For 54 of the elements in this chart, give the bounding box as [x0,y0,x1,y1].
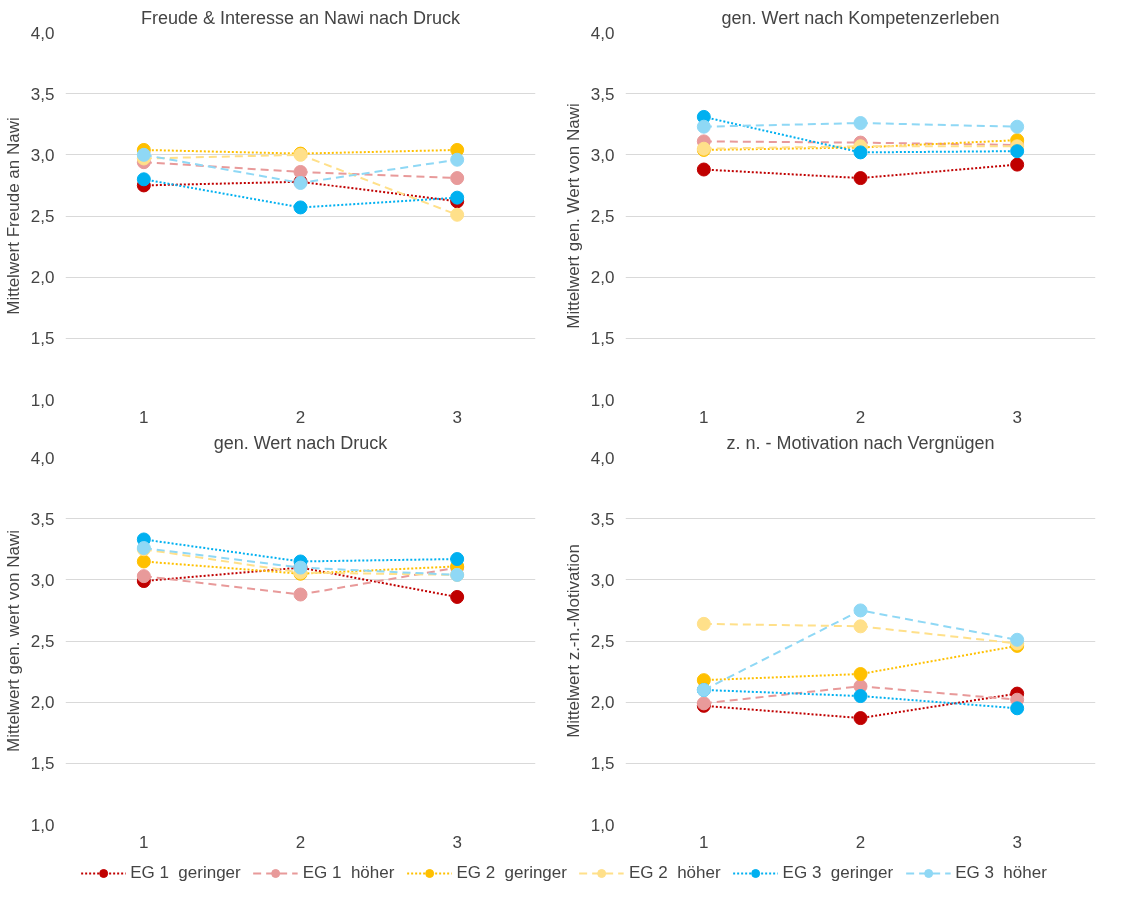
chart-title: gen. Wert nach Druck [213,432,389,453]
y-axis-title: Mittelwert Freude an Nawi [3,117,23,315]
y-tick-label: 2,5 [590,207,615,226]
y-axis-title: Mittelwert gen. wert von Nawi [3,529,23,753]
legend-label: EG 1 höher [302,862,395,883]
y-tick-label: 4,0 [590,448,615,468]
y-tick-label: 2,5 [590,632,615,651]
x-tick-label: 3 [452,832,462,852]
y-tick-label: 4,0 [30,23,55,43]
y-tick-label: 3,0 [590,570,615,590]
x-tick-label: 2 [855,407,866,427]
legend-label: EG 1 geringer [130,862,241,883]
x-tick-label: 1 [139,407,149,427]
y-tick-label: 3,5 [30,509,55,529]
y-tick-label: 3,5 [590,84,615,104]
x-tick-label: 3 [1012,832,1022,852]
y-tick-label: 1,5 [30,329,55,349]
x-tick-label: 2 [295,832,306,852]
y-tick-label: 1,0 [30,390,55,410]
x-tick-label: 2 [855,832,866,852]
legend-label: EG 3 höher [955,862,1047,883]
legend-label: EG 2 höher [628,862,721,883]
y-tick-label: 4,0 [590,23,615,43]
y-tick-label: 1,0 [590,815,615,835]
chart-title: Freude & Interesse an Nawi nach Druck [140,7,462,28]
y-tick-label: 1,5 [590,754,615,774]
y-tick-label: 2,0 [590,268,615,288]
y-tick-label: 2,0 [30,268,55,288]
y-tick-label: 3,5 [30,84,55,104]
y-tick-label: 3,0 [590,145,615,165]
y-tick-label: 4,0 [30,448,55,468]
x-tick-label: 1 [699,407,709,427]
y-axis-title: Mittelwert gen. Wert von Nawi [563,103,583,329]
x-tick-label: 3 [1012,407,1022,427]
legend-label: EG 3 geringer [782,862,894,883]
y-tick-label: 1,0 [30,815,55,835]
x-tick-label: 3 [452,407,462,427]
y-tick-label: 2,5 [30,632,55,651]
chart-title: gen. Wert nach Kompetenzerleben [721,7,1000,28]
y-tick-label: 1,5 [30,754,55,774]
y-tick-label: 1,5 [590,329,615,349]
x-tick-label: 1 [139,832,149,852]
legend-label: EG 2 geringer [456,862,567,883]
y-tick-label: 2,0 [590,693,615,713]
y-tick-label: 3,0 [30,145,55,165]
x-tick-label: 1 [699,832,709,852]
chart-title: z. n. - Motivation nach Vergnügen [726,432,995,453]
x-tick-label: 2 [295,407,306,427]
y-tick-label: 2,5 [30,207,55,226]
y-tick-label: 2,0 [30,693,55,713]
y-tick-label: 1,0 [590,390,615,410]
y-tick-label: 3,5 [590,509,615,529]
y-axis-title: Mittelwert z.-n.-Motivation [563,544,583,738]
y-tick-label: 3,0 [30,570,55,590]
